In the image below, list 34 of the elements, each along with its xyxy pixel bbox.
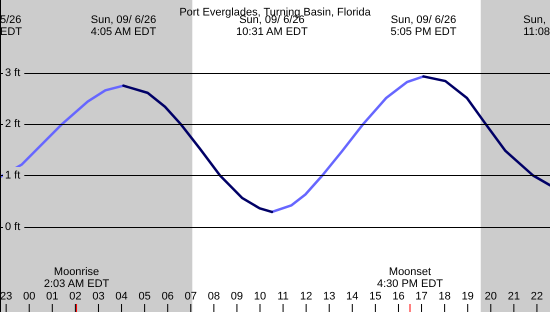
ref-line-label: Moonset 4:30 PM EDT xyxy=(376,266,444,290)
annotation: Sun, 11:08 xyxy=(523,14,550,38)
x-tick-label: 02 xyxy=(69,290,82,302)
x-tick-label: 03 xyxy=(92,290,105,302)
y-tick-label: 1 ft xyxy=(5,170,20,182)
x-tick-label: 04 xyxy=(115,290,128,302)
y-tick-label: 2 ft xyxy=(5,118,20,130)
x-tick-label: 01 xyxy=(46,290,58,302)
x-tick-label: 15 xyxy=(369,290,382,302)
x-tick-label: 10 xyxy=(254,290,266,302)
x-tick-label: 09 xyxy=(230,290,244,302)
x-tick-label: 23 xyxy=(0,290,12,302)
x-tick-label: 08 xyxy=(208,290,220,302)
x-tick-label: 19 xyxy=(462,290,474,302)
x-tick-label: 16 xyxy=(392,290,405,302)
y-tick-label: 3 ft xyxy=(5,66,20,79)
x-tick-label: 07 xyxy=(184,290,197,302)
x-tick-label: 21 xyxy=(508,290,520,302)
x-tick-label: 00 xyxy=(23,290,36,302)
x-tick-label: 18 xyxy=(438,290,451,302)
annotation: Sun, 09/ 6/26 5:05 PM EDT xyxy=(390,14,457,38)
annotation: 5/26 EDT xyxy=(0,14,22,38)
x-tick-label: 11 xyxy=(277,290,289,302)
x-tick-label: 14 xyxy=(346,290,358,302)
x-tick-label: 06 xyxy=(162,290,174,302)
x-tick-label: 17 xyxy=(415,290,428,302)
x-tick-label: 12 xyxy=(300,290,312,302)
x-tick-label: 20 xyxy=(484,290,497,302)
x-tick-label: 05 xyxy=(138,290,151,302)
ref-line-label: Moonrise 2:03 AM EDT xyxy=(44,266,110,290)
x-tick-label: 22 xyxy=(530,290,544,302)
y-tick-label: 0 ft xyxy=(5,220,20,233)
x-tick-label: 13 xyxy=(323,290,336,302)
annotation: Sun, 09/ 6/26 4:05 AM EDT xyxy=(90,14,156,38)
